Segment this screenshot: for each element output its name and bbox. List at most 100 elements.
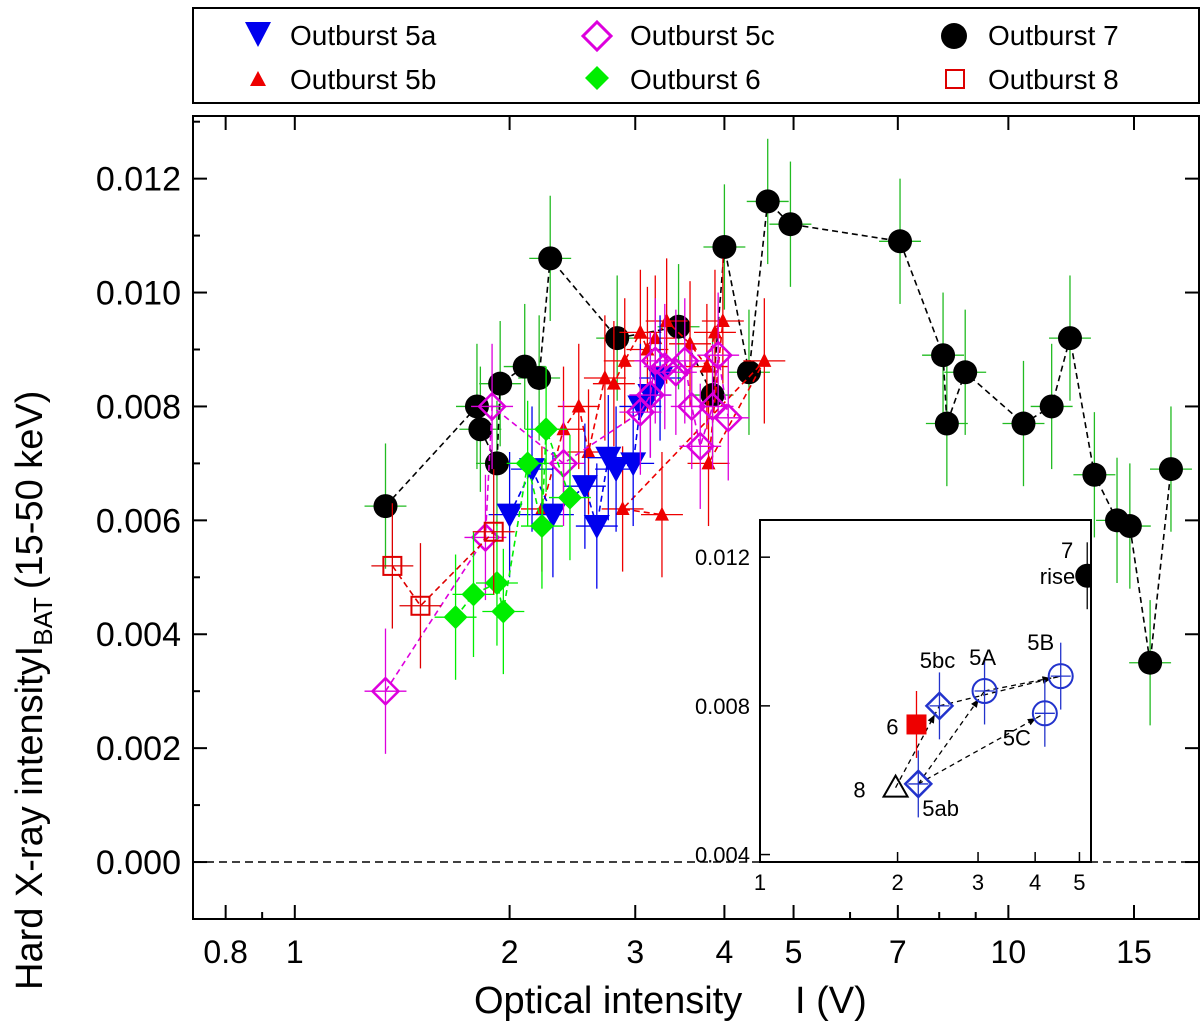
legend-label-8: Outburst 8 <box>988 64 1119 95</box>
inset-x-tick-label: 3 <box>972 870 984 895</box>
point-5b <box>633 324 648 339</box>
point-7 <box>484 451 509 476</box>
inset-point-label2-7rise: rise <box>1040 564 1075 589</box>
legend-marker-6 <box>585 66 609 90</box>
inset-x-axis: 1 2 3 4 5 <box>754 852 1086 895</box>
point-5c <box>635 380 666 410</box>
point-5b <box>699 358 714 373</box>
inset-point-label-5B: 5B <box>1027 630 1054 655</box>
point-7 <box>931 343 956 368</box>
x-tick-label: 3 <box>626 934 644 970</box>
legend-label-5a: Outburst 5a <box>290 20 437 51</box>
point-5b <box>571 398 586 413</box>
series-8 <box>371 469 515 669</box>
x-tick-label: 10 <box>991 934 1027 970</box>
inset-arrow <box>939 675 1061 707</box>
inset-arrow <box>917 690 986 785</box>
point-7 <box>934 411 959 436</box>
inset-arrowhead <box>927 714 935 724</box>
point-5a <box>496 503 523 528</box>
point-5b <box>606 375 621 390</box>
inset-y-tick-label: 0.008 <box>695 694 750 719</box>
inset-point-5ab <box>903 769 934 799</box>
point-5c <box>548 448 579 479</box>
x-tick-label: 2 <box>501 934 519 970</box>
legend-entry-6: Outburst 6 <box>585 64 761 95</box>
legend-entry-5c: Outburst 5c <box>580 19 775 53</box>
inset-y-tick-label: 0.004 <box>695 843 750 868</box>
point-5b <box>757 352 772 367</box>
legend-marker-7 <box>941 23 967 49</box>
point-5c <box>676 391 707 422</box>
y-axis-title-range: (15-50 keV) <box>9 391 51 590</box>
point-5c <box>370 676 401 706</box>
y-tick-label: 0.002 <box>96 730 181 768</box>
inset-point-6 <box>906 714 927 735</box>
point-7 <box>538 246 563 271</box>
y-axis-title-subscript: BAT <box>28 597 58 646</box>
y-tick-label: 0.000 <box>96 844 181 882</box>
point-7 <box>1158 457 1183 482</box>
inset-point-label-5C: 5C <box>1003 725 1031 750</box>
y-axis-title: Hard X-ray intensityIBAT (15-50 keV) <box>9 391 58 990</box>
point-6 <box>461 582 486 607</box>
point-6 <box>491 599 516 624</box>
y-axis-title-symbol: I <box>9 646 51 657</box>
y-tick-label: 0.008 <box>96 388 181 426</box>
inset-x-tick-label: 4 <box>1029 870 1041 895</box>
point-5c <box>685 431 716 462</box>
inset-point-label-5ab: 5ab <box>922 796 959 821</box>
x-axis-title: Optical intensity I (V) <box>474 980 867 1022</box>
legend-entry-8: Outburst 8 <box>945 64 1119 95</box>
inset-point-5A <box>971 678 998 704</box>
point-7 <box>1057 326 1082 351</box>
inset-point-5C <box>1031 700 1058 727</box>
point-7 <box>778 212 803 237</box>
legend-entry-5a: Outburst 5a <box>245 20 437 51</box>
point-6 <box>484 570 509 595</box>
y-tick-label: 0.012 <box>96 161 181 199</box>
point-5b <box>654 506 669 521</box>
point-5a <box>583 515 610 540</box>
point-7 <box>1117 514 1142 539</box>
legend-label-7: Outburst 7 <box>988 20 1119 51</box>
point-5b <box>683 335 698 350</box>
y-tick-label: 0.004 <box>96 616 181 654</box>
inset-y-tick-label: 0.012 <box>695 545 750 570</box>
inset-points-layer <box>881 542 1091 818</box>
legend-marker-5a <box>245 22 271 47</box>
point-5b <box>615 500 630 515</box>
point-5a <box>539 503 566 528</box>
inset-plot: 1 2 3 4 5 0.004 0.008 0.012 8 5ab 6 5bc 5A 5B 5C 7ris… <box>695 519 1092 895</box>
main-series-layer <box>364 138 1192 754</box>
y-tick-label: 0.010 <box>96 275 181 313</box>
inset-arrow <box>917 712 1046 785</box>
point-7 <box>953 360 978 385</box>
inset-point-label-7rise: 7 <box>1061 538 1073 563</box>
inset-point-label-8: 8 <box>853 778 865 803</box>
inset-point-5bc <box>924 691 955 721</box>
point-5b <box>659 313 674 328</box>
legend: Outburst 5a Outburst 5c Outburst 7 Outbu… <box>192 7 1200 104</box>
legend-entry-7: Outburst 7 <box>941 20 1119 51</box>
y-axis-title-main: Hard X-ray intensity <box>9 656 51 990</box>
point-8 <box>410 595 431 616</box>
legend-marker-5b <box>250 71 266 86</box>
legend-label-5c: Outburst 5c <box>630 20 775 51</box>
point-7 <box>605 326 630 351</box>
point-7 <box>1138 650 1163 675</box>
point-7 <box>712 234 737 259</box>
inset-point-7rise <box>1075 563 1091 588</box>
point-5c <box>703 340 733 370</box>
x-tick-label: 5 <box>785 934 803 970</box>
point-5a <box>603 458 630 483</box>
point-7 <box>527 365 552 390</box>
point-5c <box>697 391 728 422</box>
inset-point-label-5bc: 5bc <box>920 648 955 673</box>
inset-point-label-5A: 5A <box>969 645 996 670</box>
legend-label-6: Outburst 6 <box>630 64 761 95</box>
legend-marker-5c <box>580 19 614 53</box>
inset-point-5B <box>1047 663 1074 690</box>
point-7 <box>1011 411 1036 436</box>
